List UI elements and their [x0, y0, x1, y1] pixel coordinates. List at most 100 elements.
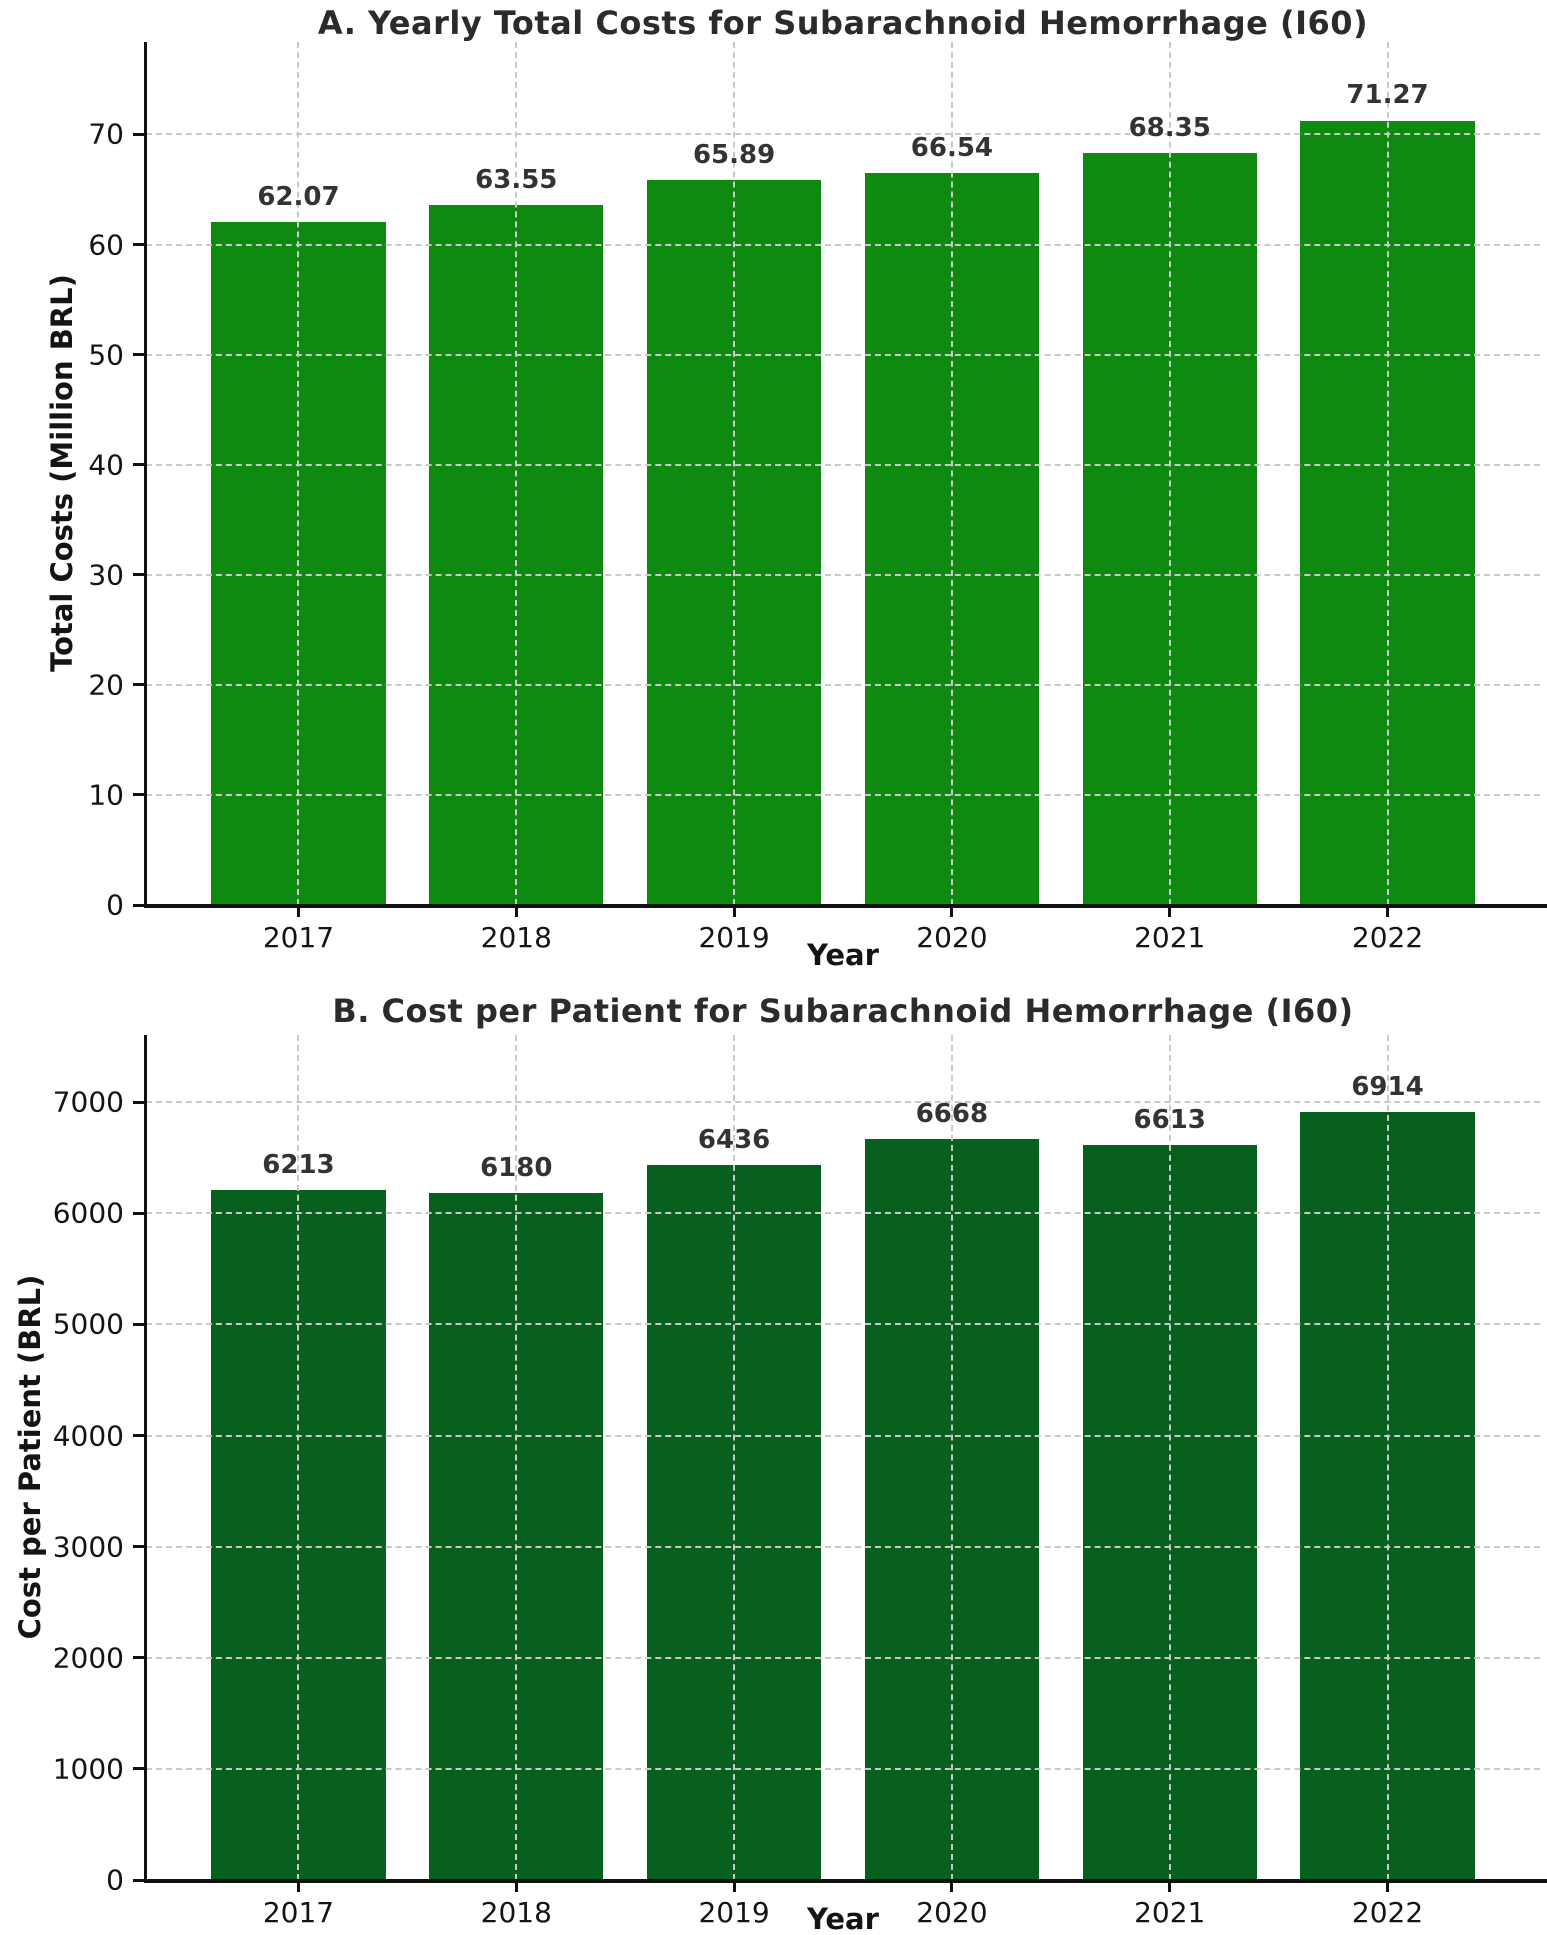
y-tick-mark	[133, 132, 145, 136]
horizontal-gridline	[146, 1101, 1540, 1104]
bar-value-label: 62.07	[257, 181, 340, 212]
horizontal-gridline	[146, 353, 1540, 356]
y-tick-mark	[133, 1878, 145, 1882]
x-tick-mark	[1386, 1880, 1390, 1892]
x-tick-label: 2022	[1351, 1896, 1424, 1929]
y-tick-label: 2000	[52, 1641, 124, 1675]
x-tick-label: 2022	[1351, 921, 1424, 954]
bar-value-label: 63.55	[475, 165, 558, 196]
x-tick-label: 2018	[480, 921, 552, 954]
horizontal-gridline	[146, 1767, 1540, 1770]
y-tick-label: 4000	[52, 1419, 124, 1453]
x-tick-mark	[1386, 905, 1390, 917]
y-tick-label: 0	[106, 888, 124, 922]
panel-b-bottom-spine	[144, 1879, 1547, 1883]
vertical-gridline	[297, 42, 300, 905]
panel-b-left-spine	[144, 1035, 147, 1880]
horizontal-gridline	[146, 1656, 1540, 1659]
horizontal-gridline	[146, 133, 1540, 136]
y-tick-mark	[133, 793, 145, 797]
vertical-gridline	[515, 42, 518, 905]
y-tick-mark	[133, 1211, 145, 1215]
bar-value-label: 66.54	[910, 132, 994, 163]
y-tick-label: 60	[88, 228, 124, 262]
bar-value-label: 6213	[262, 1149, 335, 1180]
x-tick-label: 2017	[262, 921, 335, 954]
x-tick-label: 2019	[698, 1896, 770, 1929]
vertical-gridline	[950, 42, 953, 905]
panel-a-y-axis-label: Total Costs (Million BRL)	[45, 274, 79, 672]
y-tick-mark	[133, 1100, 145, 1104]
panel-a-x-axis-label: Year	[807, 938, 879, 972]
vertical-gridline	[733, 42, 736, 905]
y-tick-mark	[133, 573, 145, 577]
vertical-gridline	[950, 1035, 953, 1880]
bar-value-label: 68.35	[1128, 112, 1211, 143]
horizontal-gridline	[146, 793, 1540, 796]
vertical-gridline	[1168, 42, 1171, 905]
y-tick-mark	[133, 903, 145, 907]
bar-value-label: 6180	[480, 1153, 553, 1184]
horizontal-gridline	[146, 1323, 1540, 1326]
bar-value-label: 71.27	[1346, 80, 1429, 111]
y-tick-mark	[133, 1434, 145, 1438]
y-tick-mark	[133, 683, 145, 687]
bar-value-label: 6613	[1133, 1105, 1206, 1136]
x-tick-mark	[950, 905, 954, 917]
vertical-gridline	[1386, 42, 1389, 905]
x-tick-mark	[514, 1880, 518, 1892]
x-tick-mark	[1168, 1880, 1172, 1892]
horizontal-gridline	[146, 683, 1540, 686]
panel-a-plot-area: 0 10 20 30 40 50 60 70 62.07 2017 63.55 2018 65.89 20…	[88, 42, 1547, 954]
y-tick-label: 1000	[52, 1752, 124, 1786]
x-tick-label: 2021	[1134, 1896, 1206, 1929]
y-tick-label: 30	[88, 558, 124, 592]
panel-a-title: A. Yearly Total Costs for Subarachnoid H…	[317, 4, 1369, 42]
x-tick-mark	[514, 905, 518, 917]
panel-b-x-axis-label: Year	[807, 1902, 879, 1935]
horizontal-gridline	[146, 1545, 1540, 1548]
bar-value-label: 6914	[1351, 1071, 1424, 1102]
horizontal-gridline	[146, 573, 1540, 576]
y-tick-label: 3000	[52, 1530, 124, 1564]
x-tick-label: 2021	[1134, 921, 1206, 954]
x-tick-label: 2020	[916, 921, 988, 954]
bar-value-label: 6668	[915, 1099, 989, 1130]
y-tick-label: 0	[106, 1863, 124, 1897]
panel-b-title: B. Cost per Patient for Subarachnoid Hem…	[332, 992, 1354, 1030]
y-tick-label: 7000	[52, 1085, 124, 1119]
x-tick-label: 2020	[916, 1896, 988, 1929]
y-tick-label: 5000	[52, 1307, 124, 1341]
x-tick-mark	[950, 1880, 954, 1892]
x-tick-mark	[1168, 905, 1172, 917]
y-tick-label: 70	[88, 117, 124, 151]
x-tick-label: 2019	[698, 921, 770, 954]
vertical-gridline	[1168, 1035, 1171, 1880]
y-tick-label: 20	[88, 668, 124, 702]
y-tick-label: 6000	[52, 1196, 124, 1230]
panel-b-plot-area: 0 1000 2000 3000 4000 5000 6000 7000 6213 2017 618…	[53, 1035, 1547, 1929]
bar-value-label: 65.89	[692, 139, 776, 170]
horizontal-gridline	[146, 1212, 1540, 1215]
y-tick-label: 50	[88, 338, 124, 372]
horizontal-gridline	[146, 1434, 1540, 1437]
x-tick-mark	[732, 1880, 736, 1892]
y-tick-mark	[133, 463, 145, 467]
horizontal-gridline	[146, 463, 1540, 466]
x-tick-mark	[296, 1880, 300, 1892]
x-tick-mark	[296, 905, 300, 917]
panel-a-left-spine	[144, 42, 147, 905]
vertical-gridline	[733, 1035, 736, 1880]
vertical-gridline	[515, 1035, 518, 1880]
y-tick-label: 40	[88, 448, 124, 482]
panel-a-bottom-spine	[144, 904, 1547, 908]
y-tick-mark	[133, 1545, 145, 1549]
x-tick-label: 2018	[480, 1896, 552, 1929]
x-tick-mark	[732, 905, 736, 917]
y-tick-mark	[133, 1322, 145, 1326]
panel-b-y-axis-label: Cost per Patient (BRL)	[13, 1274, 47, 1640]
y-tick-mark	[133, 243, 145, 247]
vertical-gridline	[297, 1035, 300, 1880]
horizontal-gridline	[146, 243, 1540, 246]
